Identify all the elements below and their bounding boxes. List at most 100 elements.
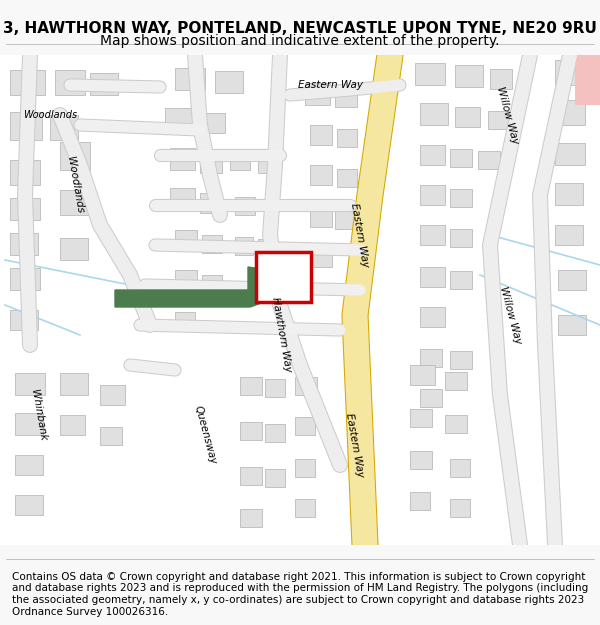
Bar bbox=[445, 415, 467, 433]
Bar bbox=[450, 351, 472, 369]
Bar bbox=[310, 207, 332, 227]
Bar bbox=[450, 229, 472, 247]
Bar bbox=[90, 73, 118, 95]
Bar bbox=[15, 455, 43, 475]
Bar bbox=[305, 83, 330, 105]
Bar bbox=[60, 238, 88, 260]
Bar bbox=[420, 389, 442, 407]
Bar bbox=[60, 190, 88, 215]
Bar bbox=[175, 230, 197, 250]
Bar bbox=[265, 424, 285, 442]
Bar bbox=[60, 415, 85, 435]
Bar bbox=[165, 108, 193, 130]
Bar bbox=[295, 459, 315, 477]
Bar bbox=[202, 235, 222, 253]
Bar bbox=[420, 267, 445, 287]
Bar bbox=[555, 100, 585, 125]
Bar bbox=[410, 409, 432, 427]
Bar bbox=[478, 151, 500, 169]
Bar bbox=[450, 459, 470, 477]
Text: Contains OS data © Crown copyright and database right 2021. This information is : Contains OS data © Crown copyright and d… bbox=[12, 572, 588, 617]
Text: Willow Way: Willow Way bbox=[494, 85, 520, 145]
Bar bbox=[235, 237, 253, 255]
Bar bbox=[310, 249, 332, 267]
Bar bbox=[10, 112, 42, 140]
Bar bbox=[10, 70, 45, 95]
Text: Woodlands: Woodlands bbox=[65, 156, 85, 214]
Bar bbox=[337, 169, 357, 187]
Bar bbox=[555, 60, 590, 85]
Text: Map shows position and indicative extent of the property.: Map shows position and indicative extent… bbox=[100, 34, 500, 48]
Bar bbox=[420, 103, 448, 125]
Bar bbox=[175, 312, 195, 330]
Bar bbox=[240, 377, 262, 395]
Bar bbox=[175, 68, 205, 90]
Bar bbox=[10, 310, 38, 330]
Bar bbox=[235, 197, 255, 215]
Bar bbox=[558, 270, 586, 290]
Bar bbox=[258, 239, 276, 257]
Text: Queensway: Queensway bbox=[193, 404, 218, 466]
Bar bbox=[415, 63, 445, 85]
Bar bbox=[555, 183, 583, 205]
Bar bbox=[258, 155, 278, 173]
Bar bbox=[15, 495, 43, 515]
Bar bbox=[240, 422, 262, 440]
Bar bbox=[240, 509, 262, 527]
Bar bbox=[420, 225, 445, 245]
Bar bbox=[410, 492, 430, 510]
Bar bbox=[445, 372, 467, 390]
Bar bbox=[420, 307, 445, 327]
Bar bbox=[200, 113, 225, 133]
Bar bbox=[555, 225, 583, 245]
Bar bbox=[455, 65, 483, 87]
Bar bbox=[295, 499, 315, 517]
Bar bbox=[420, 145, 445, 165]
Bar bbox=[420, 185, 445, 205]
Text: Hawthorn Way: Hawthorn Way bbox=[271, 297, 293, 373]
Text: Woodlands: Woodlands bbox=[23, 110, 77, 120]
Bar bbox=[337, 129, 357, 147]
Text: Eastern Way: Eastern Way bbox=[298, 80, 362, 90]
Bar bbox=[410, 365, 435, 385]
Text: Eastern Way: Eastern Way bbox=[344, 412, 365, 478]
Bar bbox=[100, 385, 125, 405]
Text: 3, HAWTHORN WAY, PONTELAND, NEWCASTLE UPON TYNE, NE20 9RU: 3, HAWTHORN WAY, PONTELAND, NEWCASTLE UP… bbox=[3, 21, 597, 36]
Bar bbox=[555, 143, 585, 165]
Text: Willow Way: Willow Way bbox=[497, 285, 523, 345]
Bar bbox=[488, 111, 510, 129]
Bar bbox=[215, 71, 243, 93]
Bar bbox=[230, 152, 250, 170]
Bar bbox=[295, 417, 315, 435]
Bar bbox=[295, 377, 317, 395]
Bar bbox=[410, 451, 432, 469]
Bar bbox=[10, 198, 40, 220]
Bar bbox=[200, 153, 222, 173]
Text: Whinbank: Whinbank bbox=[29, 389, 47, 441]
Bar bbox=[575, 55, 600, 105]
Bar bbox=[310, 125, 332, 145]
Bar bbox=[256, 252, 311, 302]
Bar bbox=[335, 211, 355, 229]
Bar bbox=[10, 233, 38, 255]
Bar bbox=[202, 275, 222, 293]
Bar bbox=[60, 373, 88, 395]
Bar bbox=[310, 165, 332, 185]
Bar bbox=[420, 349, 442, 367]
Bar bbox=[15, 373, 45, 395]
Bar bbox=[450, 189, 472, 207]
Bar bbox=[490, 69, 512, 89]
Bar bbox=[240, 467, 262, 485]
Bar bbox=[200, 193, 222, 213]
Polygon shape bbox=[115, 267, 270, 307]
Bar bbox=[100, 427, 122, 445]
Bar bbox=[450, 149, 472, 167]
Bar bbox=[175, 270, 197, 290]
Bar bbox=[455, 107, 480, 127]
Bar bbox=[265, 469, 285, 487]
Text: Eastern Way: Eastern Way bbox=[349, 202, 371, 268]
Bar bbox=[10, 268, 40, 290]
Bar bbox=[450, 271, 472, 289]
Bar bbox=[60, 142, 90, 170]
Bar bbox=[558, 315, 586, 335]
